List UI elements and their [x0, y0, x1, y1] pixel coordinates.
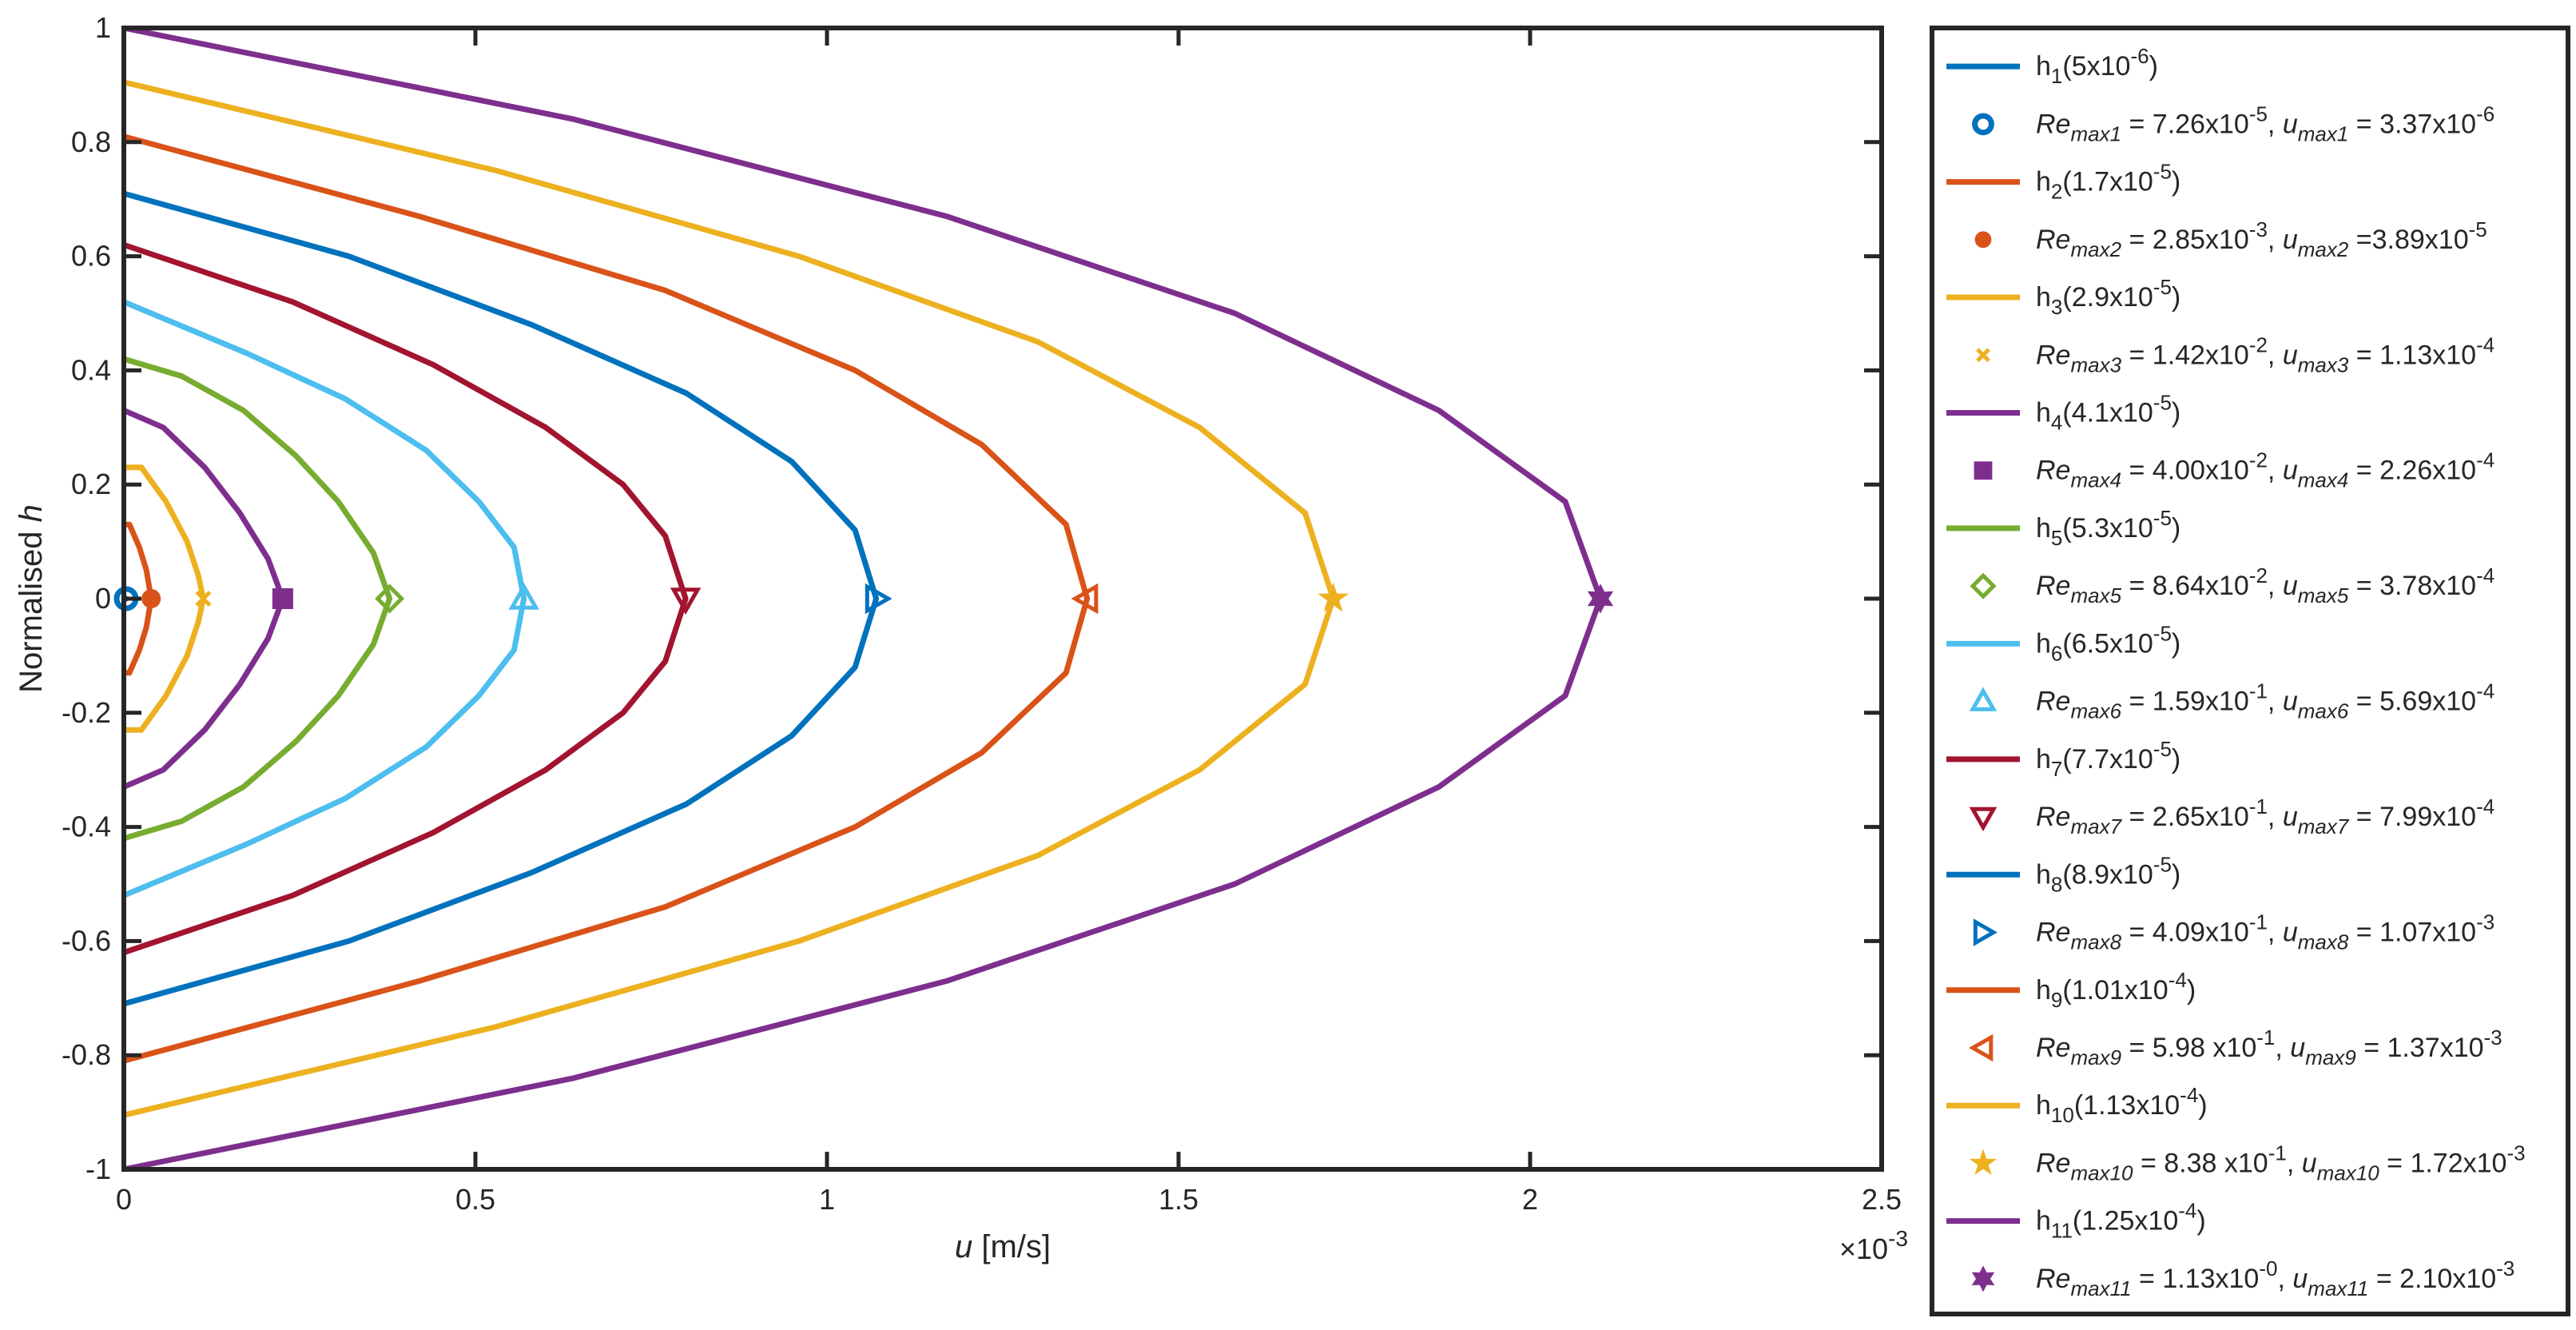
legend-marker-label-h6: Remax6 = 1.59x10-1, umax6 = 5.69x10-4 [2036, 679, 2495, 723]
series-line-h6 [122, 299, 527, 898]
x-tick-label: 2.5 [1862, 1183, 1902, 1216]
legend-marker-label-h4: Remax4 = 4.00x10-2, umax4 = 2.26x10-4 [2036, 448, 2495, 492]
series-line-h9 [123, 133, 1091, 1064]
legend-marker-label-h7: Remax7 = 2.65x10-1, umax7 = 7.99x10-4 [2036, 794, 2495, 838]
legend-marker-label-h11: Remax11 = 1.13x10-0, umax11 = 2.10x10-3 [2036, 1256, 2514, 1300]
x-tick-label: 0 [116, 1183, 132, 1216]
legend-marker-sample-h8 [1973, 918, 1998, 946]
series-line-h5 [123, 356, 393, 842]
legend-label-h9: h9(1.01x10-4) [2036, 968, 2196, 1012]
max-marker-h8 [865, 583, 892, 615]
legend-marker-sample-h11 [1971, 1265, 1995, 1292]
max-marker-h3 [195, 590, 212, 607]
legend-marker-sample-h10 [1969, 1149, 1998, 1176]
series-line-h10 [123, 79, 1337, 1118]
series-group [122, 25, 1604, 1173]
legend-marker-label-h8: Remax8 = 4.09x10-1, umax8 = 1.07x10-3 [2036, 910, 2495, 954]
legend-marker-sample-h3 [1976, 348, 1990, 363]
x-tick-label: 2 [1522, 1183, 1538, 1216]
legend-label-h1: h1(5x10-6) [2036, 44, 2158, 88]
max-marker-h4 [272, 588, 293, 609]
y-tick-label: -0.8 [62, 1038, 111, 1071]
legend-label-h5: h5(5.3x10-5) [2036, 506, 2180, 550]
legend-marker-sample-h1 [1972, 113, 1994, 136]
y-tick-label: 0 [95, 582, 111, 615]
y-tick-label: -1 [85, 1153, 111, 1185]
legend-label-h6: h6(6.5x10-5) [2036, 621, 2180, 665]
legend-marker-sample-h5 [1970, 572, 1997, 599]
y-tick-label: 0.4 [71, 353, 111, 386]
legend-marker-sample-h6 [1969, 687, 1998, 711]
x-tick-label: 1 [819, 1183, 835, 1216]
max-markers-group [113, 582, 1614, 615]
legend-marker-label-h3: Remax3 = 1.42x10-2, umax3 = 1.13x10-4 [2036, 332, 2495, 376]
y-tick-label: 1 [95, 11, 111, 44]
x-axis-label: u [m/s] [955, 1229, 1051, 1264]
y-axis-label: Normalised h [14, 504, 49, 693]
x-exponent-label: ×10-3 [1839, 1226, 1908, 1265]
legend-label-h10: h10(1.13x10-4) [2036, 1083, 2208, 1127]
max-marker-h6 [508, 582, 540, 610]
legend-marker-label-h5: Remax5 = 8.64x10-2, umax5 = 3.78x10-4 [2036, 563, 2495, 607]
legend-label-h4: h4(4.1x10-5) [2036, 390, 2180, 434]
max-marker-h11 [1587, 583, 1614, 614]
legend-label-h8: h8(8.9x10-5) [2036, 852, 2180, 896]
legend-label-h2: h2(1.7x10-5) [2036, 160, 2180, 204]
legend-marker-sample-h9 [1968, 1033, 1994, 1062]
legend-label-h7: h7(7.7x10-5) [2036, 737, 2180, 781]
x-tick-label: 1.5 [1159, 1183, 1199, 1216]
x-tick-label: 0.5 [455, 1183, 495, 1216]
ticks-group: 0 0.5 1 1.5 2 2.5 -1 -0.8 -0.6 -0.4 -0.2 0 0.2 0.4 0.6… [62, 11, 1902, 1216]
legend-marker-label-h10: Remax10 = 8.38 x10-1, umax10 = 1.72x10-3 [2036, 1141, 2526, 1185]
y-tick-label: 0.2 [71, 468, 111, 500]
y-tick-label: -0.6 [62, 924, 111, 957]
legend-marker-sample-h7 [1969, 806, 1998, 832]
y-tick-label: -0.4 [62, 810, 111, 843]
series-line-h8 [123, 190, 880, 1007]
legend-label-h3: h3(2.9x10-5) [2036, 275, 2180, 319]
legend-marker-label-h1: Remax1 = 7.26x10-5, umax1 = 3.37x10-6 [2036, 102, 2495, 145]
max-marker-h5 [375, 583, 405, 614]
max-marker-h7 [670, 587, 702, 615]
y-tick-label: 0.6 [71, 240, 111, 273]
legend-frame [1930, 26, 2570, 1316]
y-tick-label: 0.8 [71, 125, 111, 158]
legend-marker-sample-h2 [1974, 231, 1992, 249]
legend: h1(5x10-6) Remax1 = 7.26x10-5, umax1 = 3.… [1930, 26, 2570, 1316]
series-line-h7 [122, 241, 689, 956]
legend-marker-sample-h4 [1974, 461, 1993, 480]
legend-marker-label-h2: Remax2 = 2.85x10-3, umax2 =3.89x10-5 [2036, 217, 2487, 261]
max-marker-h10 [1318, 582, 1349, 612]
legend-label-h11: h11(1.25x10-4) [2036, 1199, 2206, 1243]
y-tick-label: -0.2 [62, 696, 111, 729]
max-marker-h9 [1071, 583, 1099, 615]
legend-marker-label-h9: Remax9 = 5.98 x10-1, umax9 = 1.37x10-3 [2036, 1025, 2502, 1069]
max-marker-h2 [141, 589, 161, 608]
